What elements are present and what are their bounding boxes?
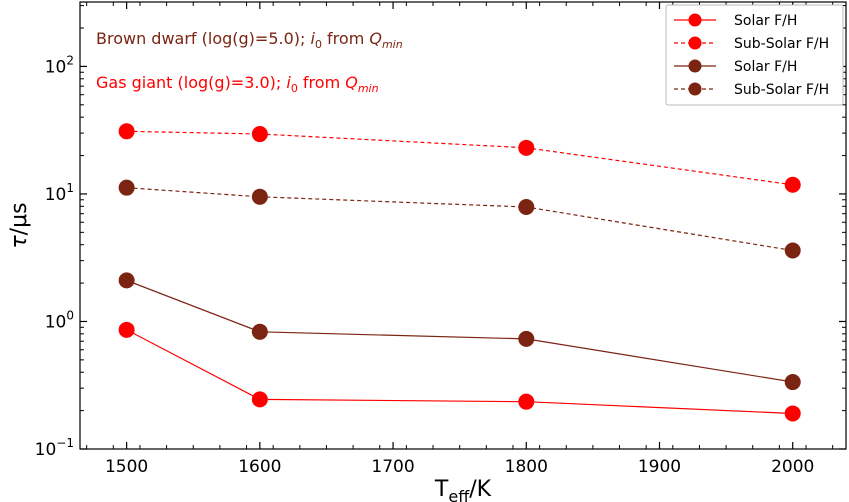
legend: Solar F/H Sub-Solar F/H Solar F/H Sub-Solar… (665, 4, 844, 106)
series-2 (118, 272, 801, 391)
legend-label: Solar F/H (734, 13, 797, 29)
legend-entry-2: Solar F/H (674, 59, 797, 75)
legend-marker (688, 59, 702, 73)
series-line (126, 187, 793, 252)
annotation-0: Brown dwarf (log(g)=5.0); i0 from Qmin (96, 29, 403, 51)
data-point (118, 123, 135, 140)
y-tick-label: 100 (45, 308, 74, 332)
x-tick-label: 2000 (771, 457, 814, 477)
data-point (784, 374, 801, 391)
legend-label: Solar F/H (734, 59, 797, 75)
data-point (784, 242, 801, 259)
data-point (118, 321, 135, 338)
legend-entry-1: Sub-Solar F/H (674, 36, 829, 52)
legend-label: Sub-Solar F/H (734, 36, 829, 52)
data-point (251, 126, 268, 143)
x-tick-label: 1600 (238, 457, 281, 477)
annotation-1: Gas giant (log(g)=3.0); i0 from Qmin (96, 73, 379, 95)
data-point (118, 179, 135, 196)
axes: 1500 1600 1700 1800 1900 2000 10−1 100 101 102 Tef… (7, 1, 847, 502)
y-tick-label: 101 (45, 181, 74, 205)
data-point (518, 139, 535, 156)
data-point (251, 188, 268, 205)
data-point (118, 272, 135, 289)
x-tick-label: 1700 (371, 457, 414, 477)
series-line (126, 329, 793, 415)
legend-box (665, 4, 844, 106)
data-point (251, 323, 268, 340)
legend-entry-0: Solar F/H (674, 13, 797, 29)
legend-marker (688, 82, 702, 96)
annotations: Brown dwarf (log(g)=5.0); i0 from Qmin Ga… (96, 29, 403, 95)
series-1 (118, 123, 801, 193)
legend-marker (688, 36, 702, 50)
x-tick-label: 1500 (105, 457, 148, 477)
data-point (251, 391, 268, 408)
legend-label: Sub-Solar F/H (734, 82, 829, 98)
series-line (126, 279, 793, 383)
series-line (126, 130, 793, 186)
legend-entry-3: Sub-Solar F/H (674, 82, 829, 98)
x-tick-label: 1800 (505, 457, 548, 477)
data-point (518, 330, 535, 347)
data-point (784, 405, 801, 422)
data-point (784, 176, 801, 193)
series-layer (118, 123, 801, 422)
y-tick-label: 102 (45, 53, 74, 77)
y-axis-label: τ/μs (7, 202, 32, 248)
legend-marker (688, 13, 702, 27)
y-tick-label: 10−1 (35, 436, 74, 460)
series-3 (118, 179, 801, 259)
x-tick-label: 1900 (638, 457, 681, 477)
data-point (518, 393, 535, 410)
plot-frame (79, 1, 847, 450)
x-axis-label: Teff/K (434, 477, 492, 502)
data-point (518, 199, 535, 216)
series-0 (118, 321, 801, 422)
